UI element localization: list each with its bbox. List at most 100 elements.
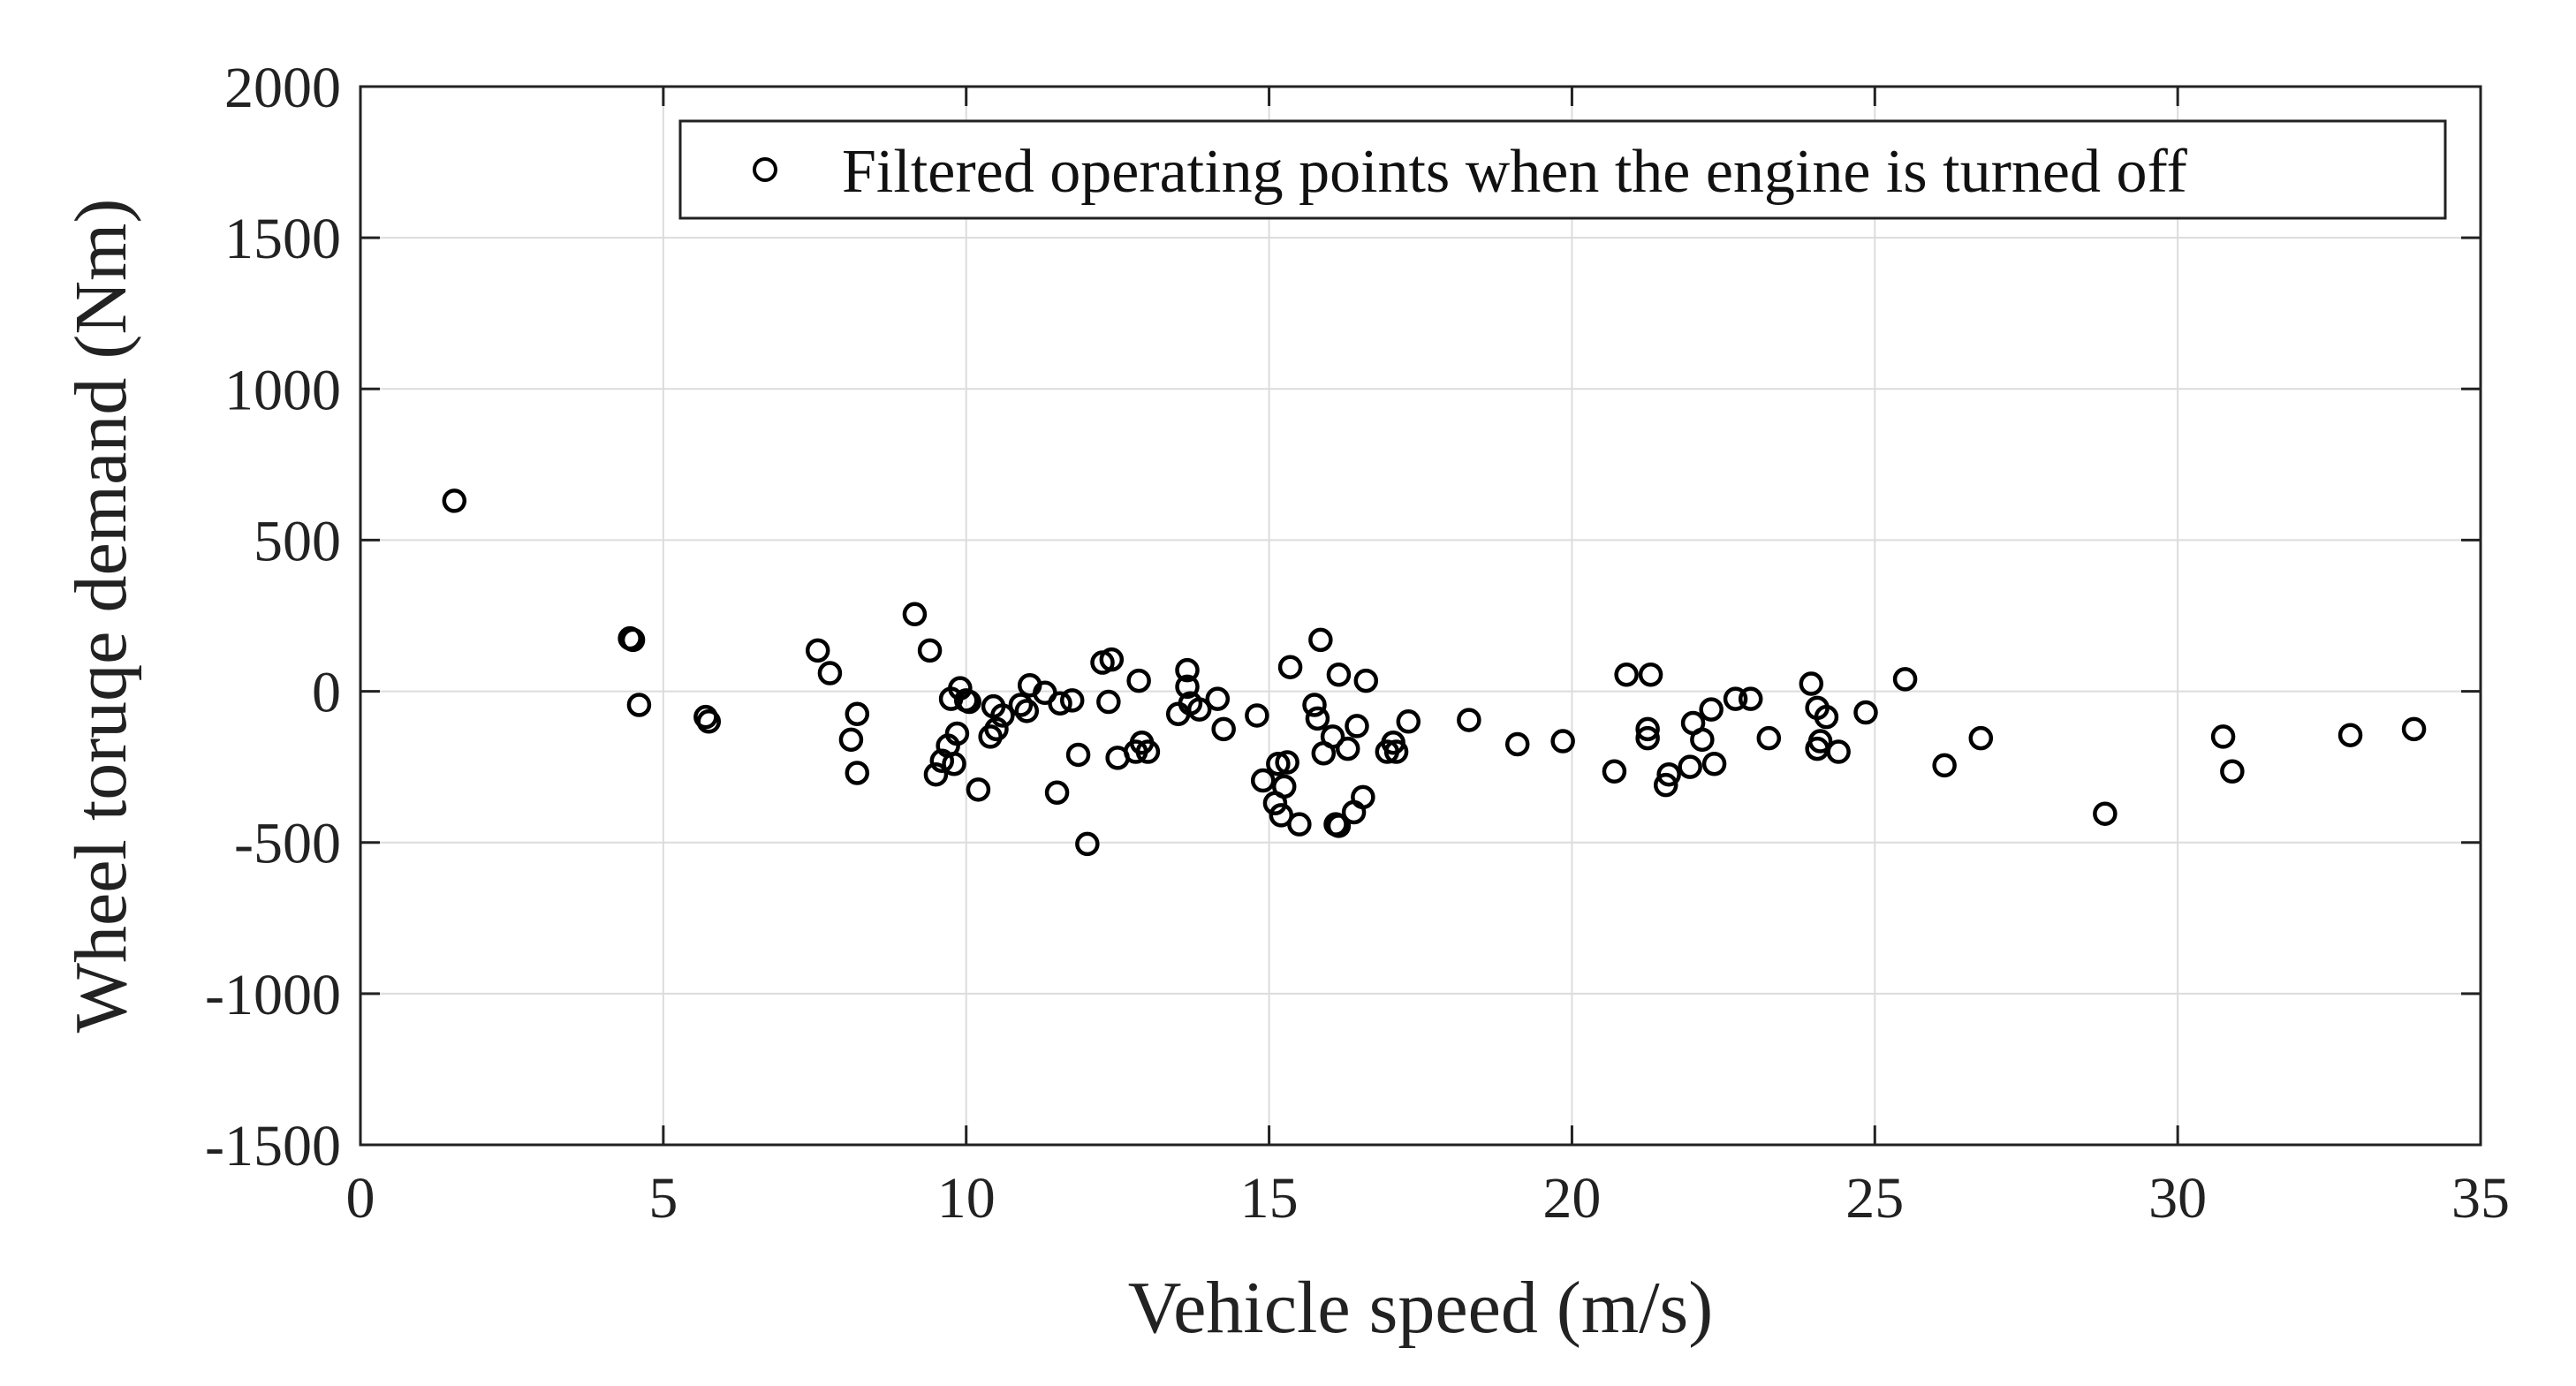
y-tick-label: -1000 [205, 963, 341, 1027]
legend-box [678, 119, 2447, 220]
data-point [1756, 725, 1782, 751]
data-point [1266, 751, 1291, 776]
data-point [942, 751, 966, 776]
x-tick-label: 10 [937, 1166, 996, 1231]
data-point [990, 703, 1015, 728]
data-point [1814, 704, 1839, 730]
data-point [923, 761, 949, 787]
data-point [1211, 716, 1236, 742]
data-point [1175, 657, 1200, 683]
data-point [1008, 693, 1034, 717]
data-point [1059, 688, 1085, 713]
data-point [1968, 725, 1994, 751]
data-point [1799, 671, 1824, 696]
data-point [1550, 729, 1575, 754]
data-point [1457, 708, 1481, 732]
data-point [966, 777, 991, 802]
data-point [2220, 759, 2245, 784]
legend: Filtered operating points when the engin… [678, 119, 2447, 220]
data-point [1635, 725, 1660, 751]
data-point [1826, 739, 1851, 764]
data-point [1653, 772, 1678, 798]
data-point [1738, 686, 1763, 711]
data-point [1335, 736, 1360, 761]
data-point [1690, 727, 1715, 753]
data-point [2210, 724, 2236, 749]
data-point [838, 727, 864, 753]
data-point [1175, 674, 1200, 700]
data-point [1320, 724, 1345, 749]
data-point [1326, 814, 1352, 838]
data-point [917, 638, 943, 663]
y-axis-label: Wheel toruqe demand (Nm) [60, 199, 142, 1034]
data-point [1308, 627, 1333, 653]
plot-frame [359, 85, 2482, 1147]
data-point [696, 709, 722, 734]
data-point [626, 693, 652, 717]
data-point [902, 602, 928, 627]
data-point [1638, 662, 1663, 687]
x-tick-label: 5 [648, 1166, 678, 1231]
data-point [1614, 662, 1639, 687]
data-point [1275, 750, 1299, 775]
data-point [2337, 723, 2363, 747]
data-point [845, 701, 870, 726]
legend-label: Filtered operating points when the engin… [842, 138, 2187, 206]
grid-layer [360, 87, 2481, 1145]
data-point [1383, 739, 1409, 764]
data-point [1099, 647, 1125, 672]
x-tick-label: 25 [1845, 1166, 1904, 1231]
data-point [944, 721, 970, 746]
data-point [620, 627, 646, 653]
data-point [1701, 751, 1727, 776]
data-point [984, 716, 1009, 742]
data-point [1065, 742, 1091, 768]
data-point [805, 638, 830, 663]
data-point [1075, 831, 1100, 857]
data-point [2093, 801, 2118, 826]
data-point [1656, 761, 1681, 787]
data-point [1892, 667, 1918, 692]
data-point [1635, 716, 1660, 742]
data-point [1345, 714, 1369, 738]
data-point [1602, 759, 1627, 784]
data-point [817, 661, 843, 685]
data-point [442, 489, 467, 513]
data-point [1048, 691, 1072, 716]
x-axis-label: Vehicle speed (m/s) [1128, 1267, 1713, 1349]
data-point [1504, 731, 1530, 757]
legend-marker [753, 157, 777, 182]
x-tick-label: 20 [1542, 1166, 1601, 1231]
data-point [1250, 768, 1276, 793]
y-tick-label: 2000 [224, 56, 341, 120]
y-tick-label: -1500 [205, 1114, 341, 1178]
data-point [845, 761, 870, 785]
data-point [1096, 689, 1121, 715]
data-point [1326, 662, 1352, 687]
data-point [1186, 697, 1212, 722]
data-point [1305, 706, 1330, 731]
data-point [1245, 703, 1269, 728]
data-point [1014, 699, 1040, 723]
data-point [1135, 739, 1161, 764]
data-point [1044, 780, 1070, 805]
data-point [1126, 668, 1151, 693]
data-point [1932, 753, 1957, 778]
data-point [957, 689, 981, 715]
data-point [1205, 686, 1231, 711]
y-tick-label: 1000 [224, 358, 341, 422]
y-tick-label: 500 [254, 509, 341, 573]
data-point [1678, 754, 1702, 779]
data-point [1807, 729, 1833, 754]
x-tick-label: 30 [2148, 1166, 2207, 1231]
point-layer [442, 489, 2427, 857]
data-point [1853, 700, 1878, 725]
data-point [1396, 709, 1421, 734]
data-point [1699, 697, 1724, 722]
data-point [1271, 774, 1297, 799]
y-tick-label: -500 [234, 812, 341, 876]
data-point [929, 748, 955, 774]
x-tick-label: 35 [2451, 1166, 2510, 1231]
